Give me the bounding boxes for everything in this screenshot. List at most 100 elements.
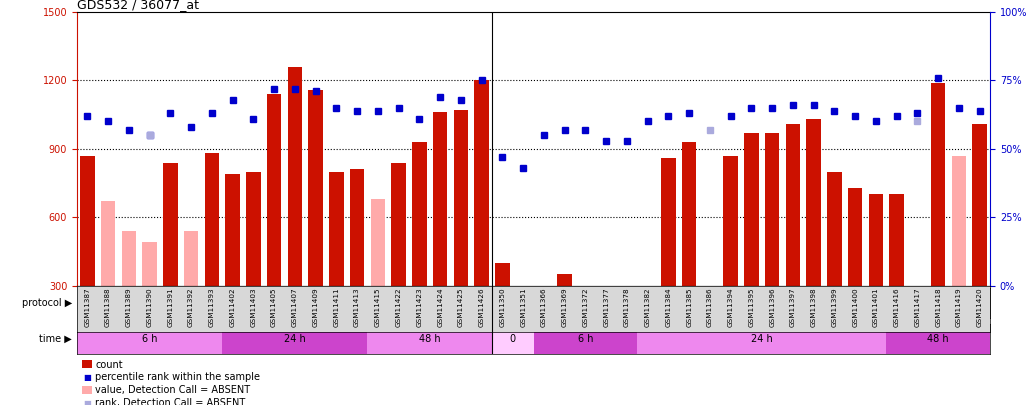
- Text: GSM11387: GSM11387: [84, 288, 90, 328]
- Text: GSM11351: GSM11351: [520, 288, 526, 328]
- Bar: [786, 124, 800, 354]
- Text: GSM11350: GSM11350: [500, 288, 506, 328]
- Text: 24 h: 24 h: [284, 334, 306, 344]
- Bar: [184, 231, 198, 354]
- Bar: [80, 156, 94, 354]
- Bar: [886, 324, 990, 354]
- Bar: [121, 231, 136, 354]
- Bar: [661, 158, 676, 354]
- Text: percentile rank within the sample: percentile rank within the sample: [95, 373, 261, 382]
- Text: ■: ■: [83, 373, 91, 382]
- Text: GSM11424: GSM11424: [437, 288, 443, 328]
- Text: GSM11415: GSM11415: [374, 288, 381, 328]
- Text: GSM11409: GSM11409: [313, 288, 319, 328]
- Bar: [952, 156, 966, 354]
- Bar: [163, 162, 177, 354]
- Bar: [534, 324, 637, 354]
- Bar: [309, 90, 323, 354]
- Text: GSM11391: GSM11391: [167, 288, 173, 328]
- Bar: [350, 169, 364, 354]
- Bar: [869, 194, 883, 354]
- Text: GSM11419: GSM11419: [956, 288, 962, 328]
- Bar: [578, 318, 593, 354]
- Text: GSM11416: GSM11416: [894, 288, 900, 328]
- Text: GDS532 / 36077_at: GDS532 / 36077_at: [77, 0, 199, 11]
- Text: GSM11399: GSM11399: [831, 288, 837, 328]
- Text: GSM11418: GSM11418: [936, 288, 941, 328]
- Text: time ▶: time ▶: [39, 334, 72, 344]
- Text: GSM11390: GSM11390: [147, 288, 153, 328]
- Text: GSM11393: GSM11393: [209, 288, 214, 328]
- Bar: [223, 324, 367, 354]
- Bar: [77, 324, 223, 354]
- Text: GSM11426: GSM11426: [479, 288, 484, 328]
- Text: 48 h: 48 h: [419, 334, 440, 344]
- Bar: [537, 301, 551, 354]
- Bar: [890, 194, 904, 354]
- Text: GSM11420: GSM11420: [977, 288, 983, 328]
- Text: GSM11423: GSM11423: [417, 288, 423, 328]
- Text: GSM11397: GSM11397: [790, 288, 796, 328]
- Text: GSM11403: GSM11403: [250, 288, 256, 328]
- Bar: [952, 162, 966, 354]
- Text: GSM11422: GSM11422: [396, 288, 401, 328]
- Text: GSM11407: GSM11407: [291, 288, 298, 328]
- Text: GSM11384: GSM11384: [666, 288, 671, 328]
- Bar: [516, 336, 530, 354]
- Bar: [973, 124, 987, 354]
- Text: GSM11417: GSM11417: [914, 288, 920, 328]
- Bar: [744, 133, 758, 354]
- Text: value, Detection Call = ABSENT: value, Detection Call = ABSENT: [95, 386, 250, 395]
- Text: GSM11413: GSM11413: [354, 288, 360, 328]
- Bar: [77, 288, 492, 318]
- Text: 6 h: 6 h: [142, 334, 157, 344]
- Text: GSM11395: GSM11395: [748, 288, 754, 328]
- Text: 0: 0: [510, 334, 516, 344]
- Bar: [412, 142, 427, 354]
- Bar: [637, 324, 886, 354]
- Bar: [226, 174, 240, 354]
- Bar: [723, 156, 738, 354]
- Text: GSM11392: GSM11392: [188, 288, 194, 328]
- Bar: [453, 110, 468, 354]
- Text: GSM11398: GSM11398: [811, 288, 817, 328]
- Text: GSM11405: GSM11405: [271, 288, 277, 328]
- Bar: [806, 119, 821, 354]
- Text: GSM11389: GSM11389: [126, 288, 131, 328]
- Bar: [370, 199, 385, 354]
- Bar: [367, 324, 492, 354]
- Bar: [267, 94, 281, 354]
- Text: GSM11378: GSM11378: [624, 288, 630, 328]
- Text: GSM11366: GSM11366: [541, 288, 547, 328]
- Bar: [765, 133, 780, 354]
- Bar: [433, 113, 447, 354]
- Text: 60 mm Hg hydrostatic pressure: 60 mm Hg hydrostatic pressure: [207, 298, 361, 308]
- Text: GSM11369: GSM11369: [561, 288, 567, 328]
- Bar: [492, 288, 990, 318]
- Bar: [682, 142, 697, 354]
- Bar: [931, 83, 946, 354]
- Bar: [620, 313, 634, 354]
- Text: GSM11425: GSM11425: [458, 288, 464, 328]
- Text: 6 h: 6 h: [578, 334, 593, 344]
- Text: GSM11385: GSM11385: [686, 288, 693, 328]
- Bar: [204, 153, 220, 354]
- Text: 48 h: 48 h: [928, 334, 949, 344]
- Text: GSM11411: GSM11411: [333, 288, 340, 328]
- Bar: [496, 263, 510, 354]
- Bar: [391, 162, 406, 354]
- Text: GSM11394: GSM11394: [727, 288, 734, 328]
- Text: GSM11402: GSM11402: [230, 288, 236, 328]
- Text: GSM11401: GSM11401: [873, 288, 879, 328]
- Text: ■: ■: [83, 399, 91, 405]
- Text: 24 h: 24 h: [751, 334, 773, 344]
- Bar: [101, 201, 115, 354]
- Bar: [329, 172, 344, 354]
- Bar: [599, 313, 614, 354]
- Text: protocol ▶: protocol ▶: [22, 298, 72, 308]
- Text: ambient pressure: ambient pressure: [698, 298, 784, 308]
- Bar: [557, 274, 571, 354]
- Text: GSM11386: GSM11386: [707, 288, 713, 328]
- Text: count: count: [95, 360, 123, 369]
- Bar: [246, 172, 261, 354]
